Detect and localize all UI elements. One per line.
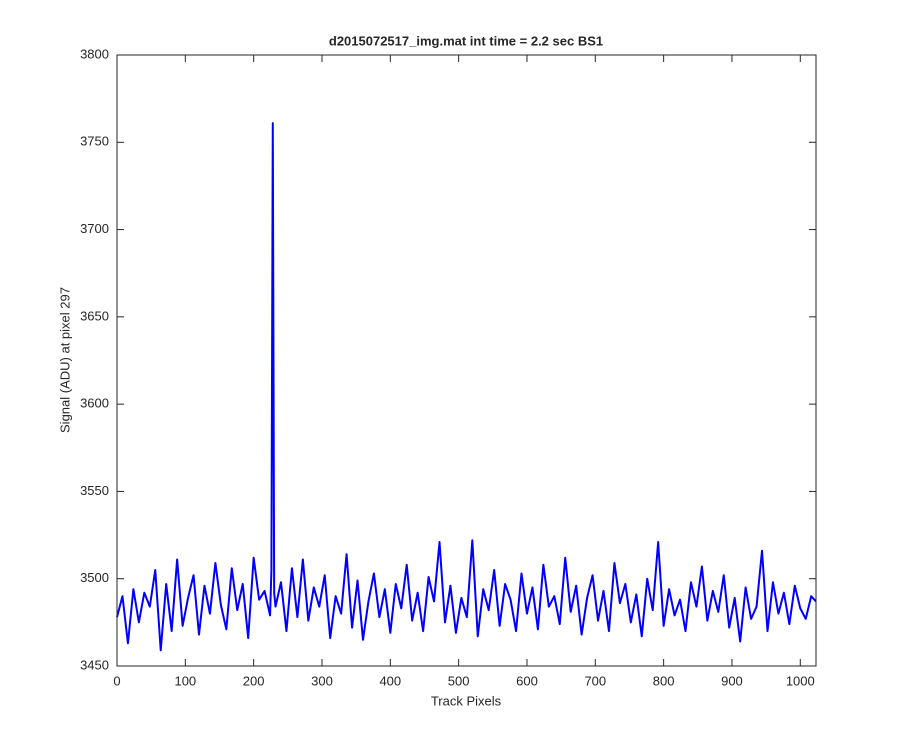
x-tick-label: 800 bbox=[653, 673, 675, 688]
y-tick-label: 3500 bbox=[80, 570, 109, 585]
y-tick-label: 3650 bbox=[80, 308, 109, 323]
chart-title: d2015072517_img.mat int time = 2.2 sec B… bbox=[329, 33, 603, 48]
plot-frame bbox=[116, 54, 817, 667]
x-tick-label: 100 bbox=[174, 673, 196, 688]
y-axis-label: Signal (ADU) at pixel 297 bbox=[57, 287, 72, 433]
x-tick-label: 200 bbox=[243, 673, 265, 688]
y-tick-label: 3800 bbox=[80, 46, 109, 61]
y-tick-label: 3600 bbox=[80, 396, 109, 411]
x-tick-label: 1000 bbox=[786, 673, 815, 688]
x-axis-label: Track Pixels bbox=[431, 693, 502, 708]
data-line bbox=[116, 122, 817, 652]
y-tick-label: 3750 bbox=[80, 134, 109, 149]
x-tick-label: 300 bbox=[311, 673, 333, 688]
y-tick-label: 3450 bbox=[80, 657, 109, 672]
x-tick-label: 600 bbox=[516, 673, 538, 688]
x-tick-label: 900 bbox=[721, 673, 743, 688]
y-tick-label: 3550 bbox=[80, 483, 109, 498]
x-tick-label: 400 bbox=[379, 673, 401, 688]
y-tick-label: 3700 bbox=[80, 221, 109, 236]
x-tick-label: 500 bbox=[448, 673, 470, 688]
x-tick-label: 0 bbox=[113, 673, 120, 688]
x-tick-label: 700 bbox=[584, 673, 606, 688]
